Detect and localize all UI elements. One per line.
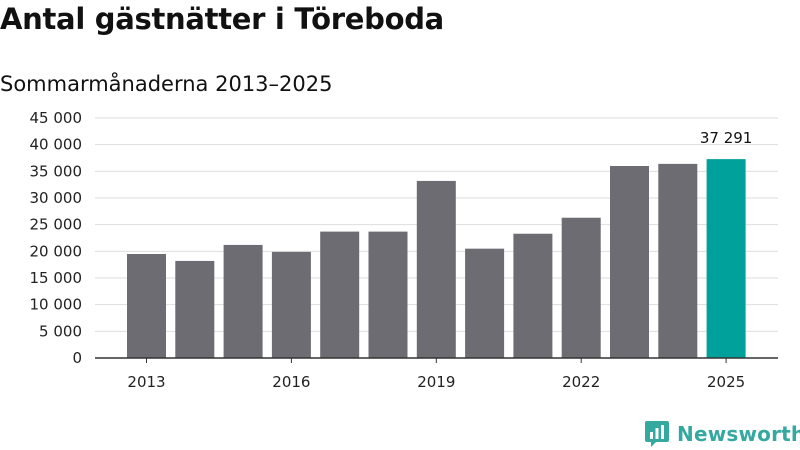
x-axis-ticks: 2013 2016 2019 2022 2025	[127, 358, 745, 391]
x-tick-label: 2016	[272, 373, 310, 391]
y-tick-label: 5 000	[39, 322, 82, 340]
bar-2022	[561, 217, 601, 358]
bar-2021	[513, 233, 553, 358]
newsworthy-logo-icon	[645, 421, 669, 447]
y-tick-label: 25 000	[30, 216, 83, 234]
data-label-2025: 37 291	[700, 129, 753, 147]
bar-2025	[706, 159, 746, 358]
y-axis-ticks: 0 5 000 10 000 15 000 20 000 25 000 30 000 35 0…	[30, 109, 83, 367]
y-tick-label: 40 000	[30, 136, 83, 154]
data-labels: 37 291	[700, 129, 753, 147]
bar-2024	[658, 163, 698, 358]
y-tick-label: 20 000	[30, 242, 83, 260]
y-tick-label: 30 000	[30, 189, 83, 207]
y-tick-label: 10 000	[30, 296, 83, 314]
bar-2016	[271, 251, 311, 358]
bars	[95, 159, 778, 359]
bar-2018	[368, 231, 408, 358]
bar-2017	[320, 231, 360, 358]
chart-subtitle: Sommarmånaderna 2013–2025	[0, 72, 333, 96]
y-tick-label: 35 000	[30, 162, 83, 180]
bar-2015	[223, 244, 263, 358]
x-tick-label: 2019	[417, 373, 455, 391]
y-tick-label: 15 000	[30, 269, 83, 287]
x-tick-label: 2022	[562, 373, 600, 391]
y-tick-label: 45 000	[30, 109, 83, 127]
bar-2020	[465, 248, 505, 358]
x-tick-label: 2025	[707, 373, 745, 391]
newsworthy-brand: Newsworthy	[644, 418, 800, 450]
bar-2014	[175, 260, 215, 358]
chart-title: Antal gästnätter i Töreboda	[0, 2, 444, 36]
brand-name: Newsworthy	[677, 422, 800, 446]
y-tick-label: 0	[72, 349, 82, 367]
bar-2023	[610, 166, 649, 358]
bar-2013	[127, 254, 166, 358]
x-tick-label: 2013	[127, 373, 165, 391]
bar-2019	[416, 180, 456, 358]
